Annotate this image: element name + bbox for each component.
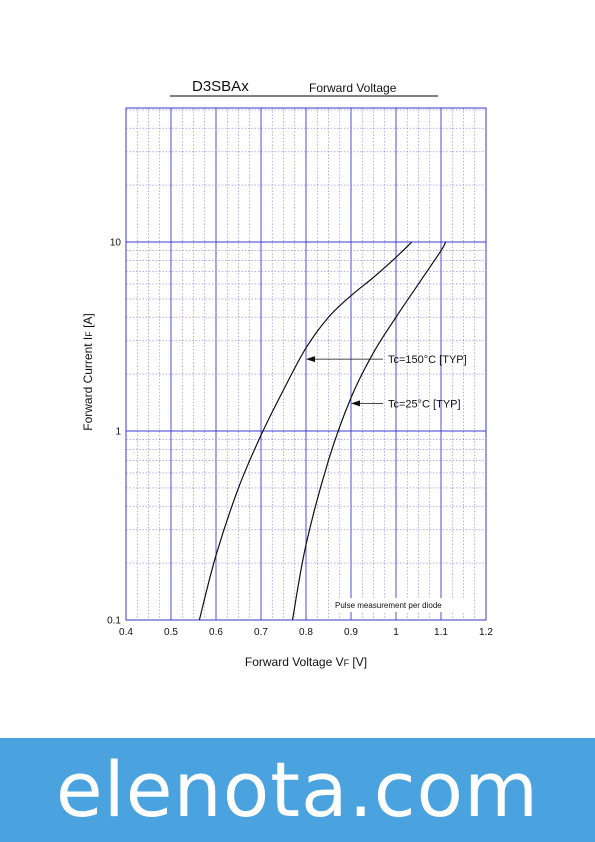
measurement-note: Pulse measurement per diode	[335, 601, 442, 610]
y-axis-label: Forward Current IF [A]	[81, 313, 95, 431]
series-lines	[198, 241, 447, 621]
series-line-tc-150c	[198, 241, 413, 621]
x-tick-label: 0.8	[299, 627, 313, 638]
y-tick-label: 1	[115, 427, 121, 438]
x-tick-label: 0.6	[209, 627, 223, 638]
x-tick-label: 1.1	[434, 627, 448, 638]
x-axis-label-unit: [V]	[349, 655, 367, 669]
y-axis-label-sub: F	[84, 331, 94, 337]
x-axis-label-sub: F	[344, 658, 350, 668]
annotation-label: Tc=25°C [TYP]	[388, 398, 461, 410]
y-axis-label-unit: [A]	[81, 313, 95, 331]
y-axis-label-main: Forward Current I	[81, 337, 95, 431]
x-axis-label-main: Forward Voltage V	[245, 655, 344, 669]
y-tick-label: 10	[110, 238, 122, 249]
annotation-arrowhead	[306, 356, 315, 363]
y-tick-label: 0.1	[107, 616, 121, 627]
annotation-label: Tc=150°C [TYP]	[388, 354, 467, 366]
chart-grid	[126, 108, 486, 620]
x-tick-label: 1	[393, 627, 399, 638]
x-tick-label: 0.4	[119, 627, 133, 638]
annotation-arrowhead	[351, 400, 360, 407]
plot-frame	[125, 107, 487, 621]
x-tick-label: 0.7	[254, 627, 268, 638]
note-background	[331, 598, 471, 612]
site-banner: elenota.com	[0, 738, 595, 842]
chart-title: D3SBAx	[192, 78, 249, 95]
x-axis-label: Forward Voltage VF [V]	[245, 655, 367, 669]
annotations: Tc=150°C [TYP] Tc=25°C [TYP]	[306, 354, 467, 410]
site-banner-text: elenota.com	[55, 745, 540, 834]
x-tick-label: 0.9	[344, 627, 358, 638]
chart-subtitle: Forward Voltage	[309, 81, 397, 95]
x-tick-label: 1.2	[479, 627, 493, 638]
series-line-tc-25c	[291, 241, 447, 621]
axis-ticks: 0.4 0.5 0.6 0.7 0.8 0.9 1 1.1 1.2 0.1 1 10	[107, 238, 493, 639]
x-tick-label: 0.5	[164, 627, 178, 638]
